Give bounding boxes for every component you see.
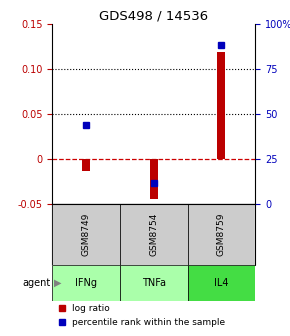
Bar [82, 159, 90, 171]
Text: GSM8759: GSM8759 [217, 213, 226, 256]
Bar [217, 51, 225, 159]
FancyBboxPatch shape [120, 265, 188, 301]
FancyBboxPatch shape [52, 265, 120, 301]
Text: IFNg: IFNg [75, 278, 97, 288]
Title: GDS498 / 14536: GDS498 / 14536 [99, 9, 208, 23]
Text: TNFa: TNFa [142, 278, 166, 288]
Text: log ratio: log ratio [72, 304, 110, 313]
FancyBboxPatch shape [188, 265, 255, 301]
Text: ▶: ▶ [54, 278, 61, 288]
Text: agent: agent [23, 278, 51, 288]
FancyBboxPatch shape [120, 204, 188, 265]
Bar [150, 159, 158, 199]
Text: GSM8754: GSM8754 [149, 213, 158, 256]
FancyBboxPatch shape [52, 204, 120, 265]
Text: IL4: IL4 [214, 278, 229, 288]
Text: GSM8749: GSM8749 [81, 213, 90, 256]
Text: percentile rank within the sample: percentile rank within the sample [72, 318, 226, 327]
FancyBboxPatch shape [188, 204, 255, 265]
